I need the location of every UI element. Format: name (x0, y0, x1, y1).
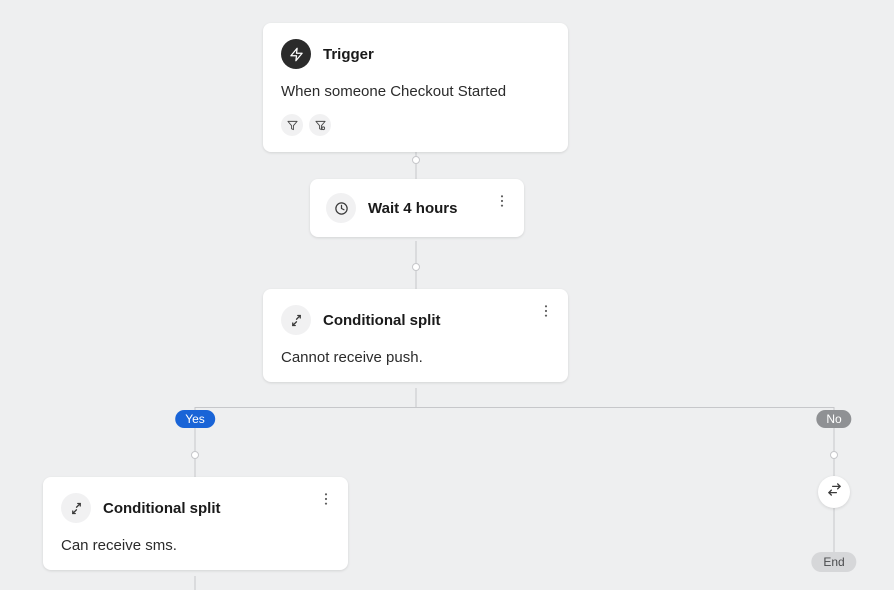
connector-dot (412, 156, 420, 164)
add-step-node[interactable] (818, 476, 850, 508)
filter-profile-icon[interactable] (281, 114, 303, 136)
conditional-split-card-2[interactable]: Conditional split Can receive sms. (43, 477, 348, 570)
split1-description: Cannot receive push. (281, 349, 550, 366)
split2-description: Can receive sms. (61, 537, 330, 554)
split2-header: Conditional split (61, 493, 330, 523)
wait-title: Wait 4 hours (368, 200, 457, 217)
branch-icon (61, 493, 91, 523)
swap-icon (827, 482, 842, 502)
split2-menu-button[interactable] (318, 491, 334, 512)
split1-header: Conditional split (281, 305, 550, 335)
split1-title: Conditional split (323, 312, 441, 329)
lightning-icon (281, 39, 311, 69)
connector-line (195, 576, 196, 590)
conditional-split-card-1[interactable]: Conditional split Cannot receive push. (263, 289, 568, 382)
trigger-description: When someone Checkout Started (281, 83, 550, 100)
trigger-header: Trigger (281, 39, 550, 69)
split1-menu-button[interactable] (538, 303, 554, 324)
branch-no-badge: No (816, 410, 851, 428)
branch-yes-badge: Yes (175, 410, 215, 428)
trigger-title: Trigger (323, 46, 374, 63)
wait-card[interactable]: Wait 4 hours (310, 179, 524, 237)
branch-no-label: No (826, 412, 841, 426)
trigger-filter-chips (281, 114, 550, 136)
end-node: End (811, 552, 856, 572)
connector-dot (830, 451, 838, 459)
split2-title: Conditional split (103, 500, 221, 517)
end-label: End (823, 555, 844, 569)
wait-header: Wait 4 hours (326, 193, 508, 223)
filter-flow-icon[interactable] (309, 114, 331, 136)
connector-line (195, 407, 834, 408)
branch-yes-label: Yes (185, 412, 205, 426)
connector-line (416, 388, 417, 407)
clock-icon (326, 193, 356, 223)
connector-dot (191, 451, 199, 459)
trigger-card[interactable]: Trigger When someone Checkout Started (263, 23, 568, 152)
connector-dot (412, 263, 420, 271)
wait-menu-button[interactable] (494, 193, 510, 214)
branch-icon (281, 305, 311, 335)
